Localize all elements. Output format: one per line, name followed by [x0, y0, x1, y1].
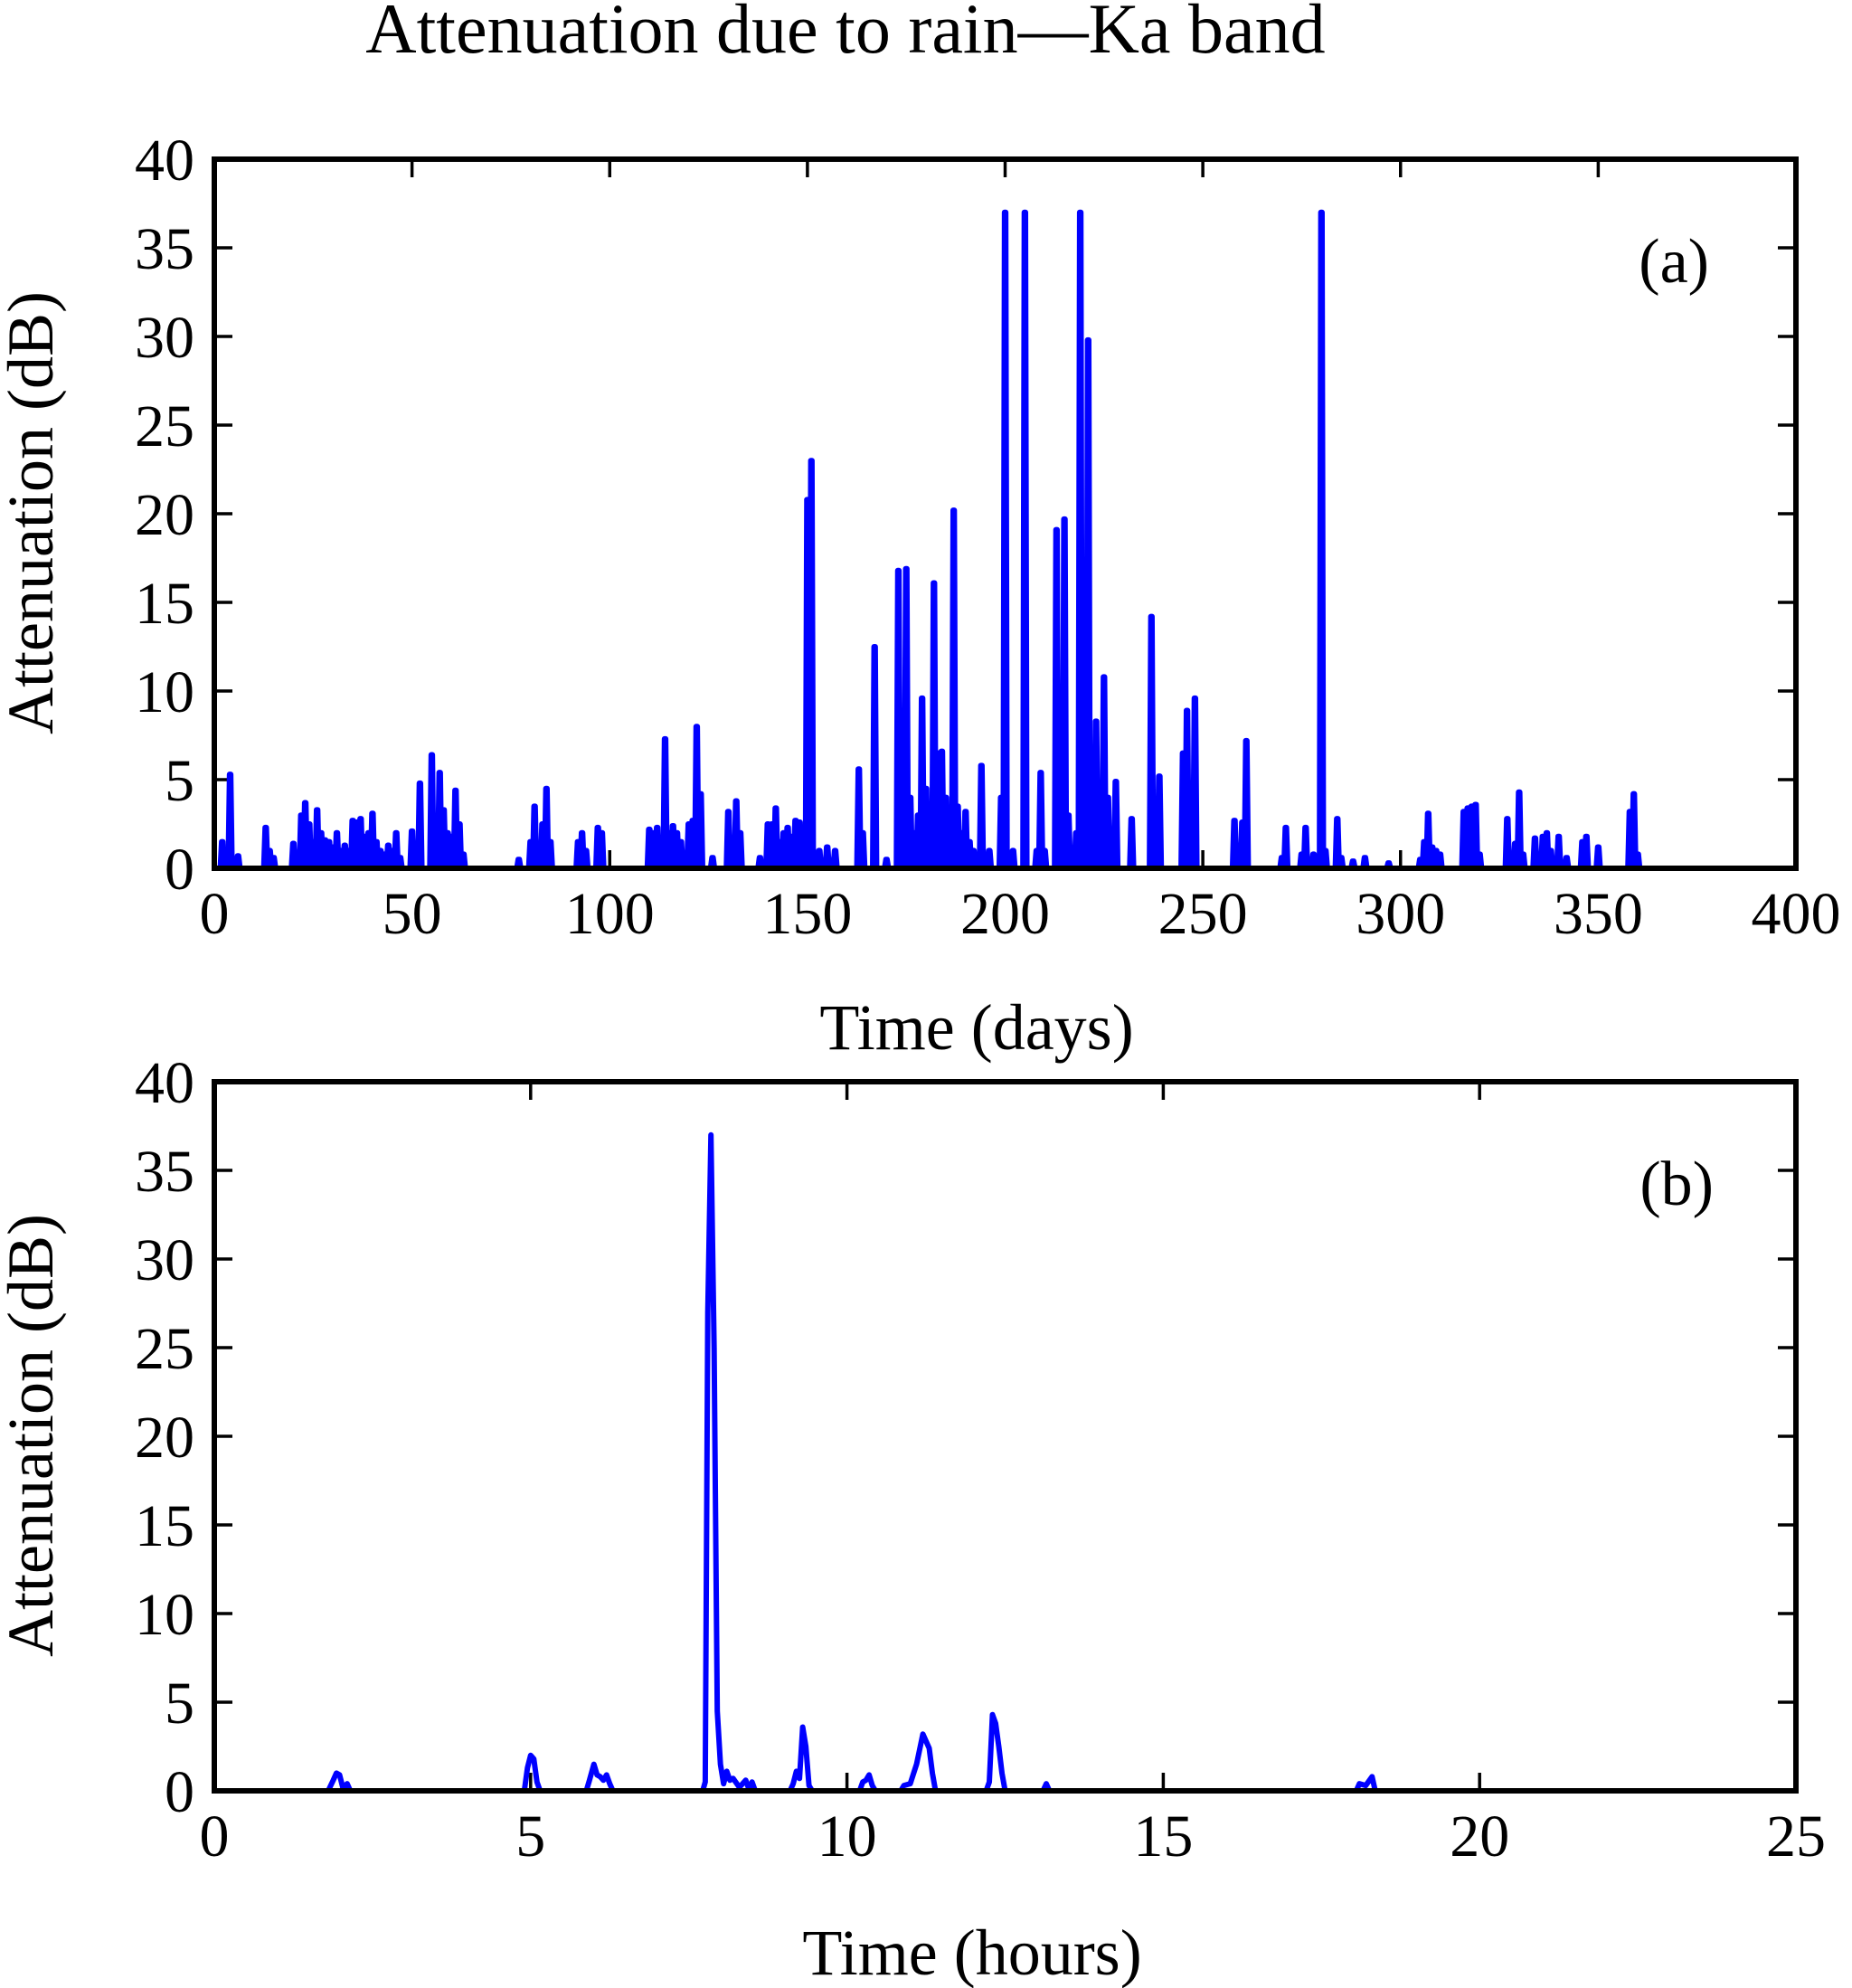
panel-a-y-tick-label: 35 — [135, 216, 194, 282]
panel-a-frame — [212, 156, 1799, 871]
panel-a-x-tick-label: 300 — [1356, 881, 1445, 947]
panel-b-x-tick-label: 15 — [1133, 1803, 1193, 1870]
panel-a-x-axis-label: Time (days) — [819, 991, 1133, 1064]
panel-b-x-axis-label: Time (hours) — [802, 1917, 1141, 1988]
panel-b-y-tick-label: 0 — [165, 1759, 194, 1825]
panel-b-y-tick-label: 25 — [135, 1316, 194, 1382]
panel-a-x-tick-label: 350 — [1554, 881, 1643, 947]
chart-panel-a: 0 50 100 150 200 250 300 350 400 0 5 10 15 20 25 30 35 40… — [0, 128, 1841, 1064]
panel-a-x-tick-label: 250 — [1158, 881, 1248, 947]
panel-a-y-tick-label: 25 — [135, 393, 194, 459]
panel-a-y-tick-label: 5 — [165, 748, 194, 814]
panel-a-x-tick-label: 200 — [960, 881, 1050, 947]
panel-b-x-tick-label: 10 — [817, 1803, 877, 1870]
panel-a-y-tick-label: 10 — [135, 659, 194, 725]
panel-a-y-tick-label: 40 — [135, 128, 194, 194]
panel-b-y-axis-label: Attenuation (dB) — [0, 1214, 67, 1657]
panel-b-y-tick-label: 5 — [165, 1671, 194, 1737]
panel-a-series-line — [212, 209, 1649, 871]
panel-b-y-tick-label: 15 — [135, 1493, 194, 1559]
panel-a-x-tick-label: 0 — [200, 881, 230, 947]
panel-a-tag: (a) — [1639, 227, 1709, 297]
panel-a-y-tick-label: 20 — [135, 482, 194, 548]
panel-b-x-tick-label: 0 — [200, 1803, 230, 1870]
panel-b-frame — [212, 1079, 1799, 1794]
panel-b-ticks — [213, 1080, 1798, 1793]
panel-b-y-tick-label: 20 — [135, 1405, 194, 1471]
panel-b-x-tick-label: 25 — [1766, 1803, 1826, 1870]
panel-b-y-tick-label: 30 — [135, 1227, 194, 1293]
panel-a-y-tick-label: 30 — [135, 305, 194, 371]
panel-a-y-axis-label: Attenuation (dB) — [0, 291, 67, 734]
panel-b-y-tick-label: 40 — [135, 1050, 194, 1116]
panel-b-series-line — [212, 1131, 1736, 1794]
panel-a-x-tick-label: 400 — [1752, 881, 1841, 947]
panel-a-y-tick-label: 0 — [165, 837, 194, 903]
panel-b-y-tick-label: 35 — [135, 1139, 194, 1205]
panel-b-tag: (b) — [1639, 1150, 1714, 1219]
panel-b-y-tick-label: 10 — [135, 1582, 194, 1648]
panel-a-x-tick-label: 100 — [565, 881, 655, 947]
panel-a-x-tick-label: 50 — [383, 881, 442, 947]
panel-a-y-tick-label: 15 — [135, 571, 194, 637]
panel-b-x-tick-label: 20 — [1450, 1803, 1509, 1870]
panel-a-tick-labels: 0 50 100 150 200 250 300 350 400 0 5 10 15 20 25 30 35 40 — [135, 128, 1841, 947]
figure-title: Attenuation due to rain—Ka band — [365, 0, 1325, 68]
panel-b-x-tick-label: 5 — [515, 1803, 545, 1870]
panel-a-x-tick-label: 150 — [762, 881, 852, 947]
